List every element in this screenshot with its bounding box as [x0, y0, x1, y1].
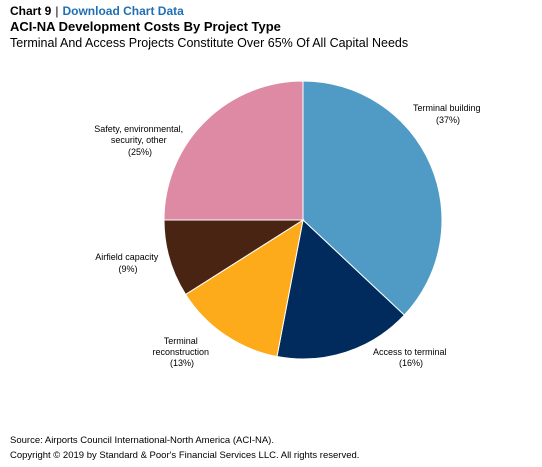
label-safety-environmental: Safety, environmental, security, other (… — [94, 124, 185, 157]
label-safety-pct: (25%) — [128, 147, 152, 157]
download-chart-data-link[interactable]: Download Chart Data — [62, 4, 184, 18]
chart-header: Chart 9 | Download Chart Data ACI-NA Devel… — [10, 4, 535, 51]
label-access-to-terminal-name: Access to terminal — [373, 347, 447, 357]
label-terminal-building-pct: (37%) — [436, 115, 460, 125]
copyright-note: Copyright © 2019 by Standard & Poor's Fi… — [10, 450, 360, 461]
label-airfield-capacity-pct: (9%) — [118, 264, 137, 274]
label-terminal-building-name: Terminal building — [413, 103, 481, 113]
label-safety-line2: security, other — [111, 135, 167, 145]
separator: | — [55, 4, 59, 18]
label-terminal-reconstruction-pct: reconstruction — [152, 347, 209, 357]
chart-subtitle: Terminal And Access Projects Constitute … — [10, 36, 409, 50]
label-terminal-reconstruction-pct2: (13%) — [170, 358, 194, 368]
label-airfield-capacity: Airfield capacity (9%) — [95, 252, 161, 274]
chart-footer: Source: Airports Council International-N… — [10, 433, 359, 463]
label-terminal-building: Terminal building (37%) — [413, 103, 483, 125]
chart-title: ACI-NA Development Costs By Project Type — [10, 19, 281, 34]
pie-slices — [163, 80, 443, 360]
pie-slice-airfield-capacity — [163, 219, 305, 296]
source-note: Source: Airports Council International-N… — [10, 435, 274, 446]
pie-slice-safety-environmental-security-other — [163, 80, 304, 221]
chart-number: Chart 9 — [10, 4, 52, 18]
pie-slice-access-to-terminal — [276, 219, 406, 360]
label-access-to-terminal-pct: (16%) — [399, 358, 423, 368]
label-safety-line1: Safety, environmental, — [94, 124, 183, 134]
chart-heading-row: Chart 9 | Download Chart Data — [10, 4, 535, 19]
pie-slice-terminal-reconstruction — [184, 218, 304, 358]
label-terminal-reconstruction: Terminal reconstruction (13%) — [152, 336, 211, 368]
label-access-to-terminal: Access to terminal (16%) — [373, 347, 449, 368]
label-terminal-reconstruction-name: Terminal — [164, 336, 198, 346]
pie-slice-terminal-building — [302, 80, 443, 316]
label-airfield-capacity-name: Airfield capacity — [95, 252, 159, 262]
